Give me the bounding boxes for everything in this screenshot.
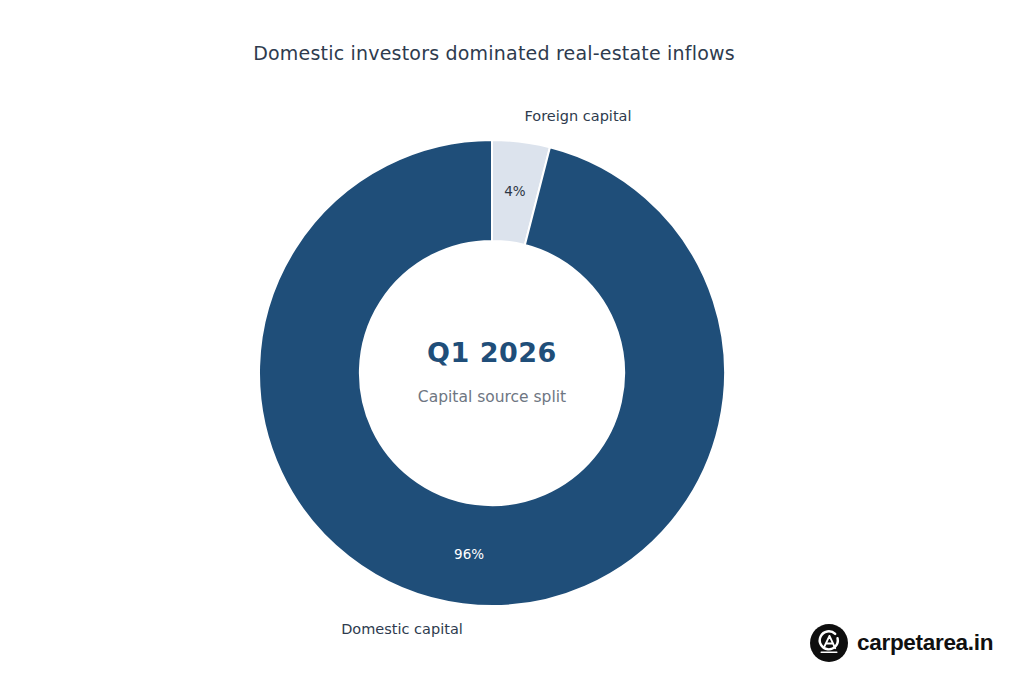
infographic-canvas: Domestic investors dominated real-estate… [0, 0, 1024, 683]
chart-title: Domestic investors dominated real-estate… [253, 42, 735, 64]
slice-label-foreign-capital: Foreign capital [525, 108, 632, 124]
slice-label-domestic-capital: Domestic capital [341, 621, 463, 637]
pie-pct-label-foreign-capital: 4% [504, 183, 526, 199]
carpetarea-logo-icon [810, 624, 848, 662]
donut-chart: 4% 96% [259, 140, 725, 606]
donut-center-subtitle: Capital source split [418, 388, 566, 406]
pie-pct-label-domestic-capital: 96% [454, 546, 484, 562]
pie-slice-domestic-capital [259, 140, 725, 606]
brand-name: carpetarea.in [857, 630, 993, 656]
donut-center-title: Q1 2026 [427, 337, 557, 368]
brand-watermark: carpetarea.in [810, 624, 993, 662]
